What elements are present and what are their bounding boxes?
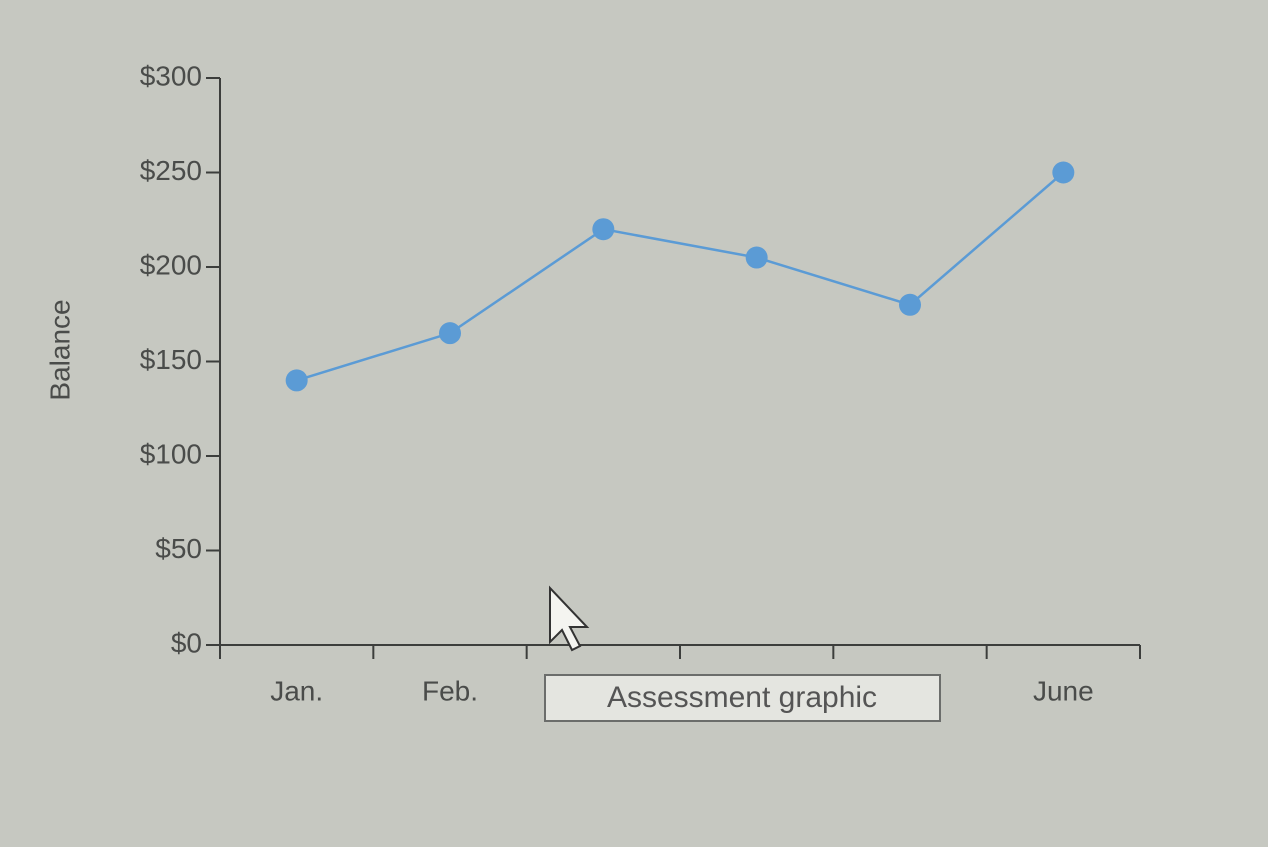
data-point	[439, 322, 461, 345]
plot: $0 $50 $100 $150 $200 $250 $300 Jan. Feb. June	[140, 60, 1141, 706]
data-point	[285, 369, 308, 392]
y-tick-label: $200	[140, 249, 202, 280]
series-line	[296, 171, 1065, 382]
y-tick-label: $250	[140, 155, 202, 186]
y-tick-label: $100	[140, 438, 202, 469]
y-tick-label: $0	[171, 627, 202, 658]
cursor	[549, 585, 590, 652]
x-tick-label: Jan.	[270, 675, 323, 706]
x-tick-label: June	[1033, 675, 1094, 706]
y-axis-label: Balance	[44, 299, 75, 400]
tooltip: Assessment graphic	[607, 681, 877, 714]
tooltip-box	[544, 674, 941, 722]
data-point	[899, 293, 921, 316]
data-point	[592, 218, 615, 241]
data-point	[745, 246, 768, 269]
x-tick-label: Feb.	[422, 675, 478, 706]
y-tick-label: $150	[140, 344, 202, 375]
y-tick-label: $300	[140, 60, 202, 91]
y-tick-label: $50	[155, 533, 202, 564]
data-point	[1052, 161, 1075, 184]
